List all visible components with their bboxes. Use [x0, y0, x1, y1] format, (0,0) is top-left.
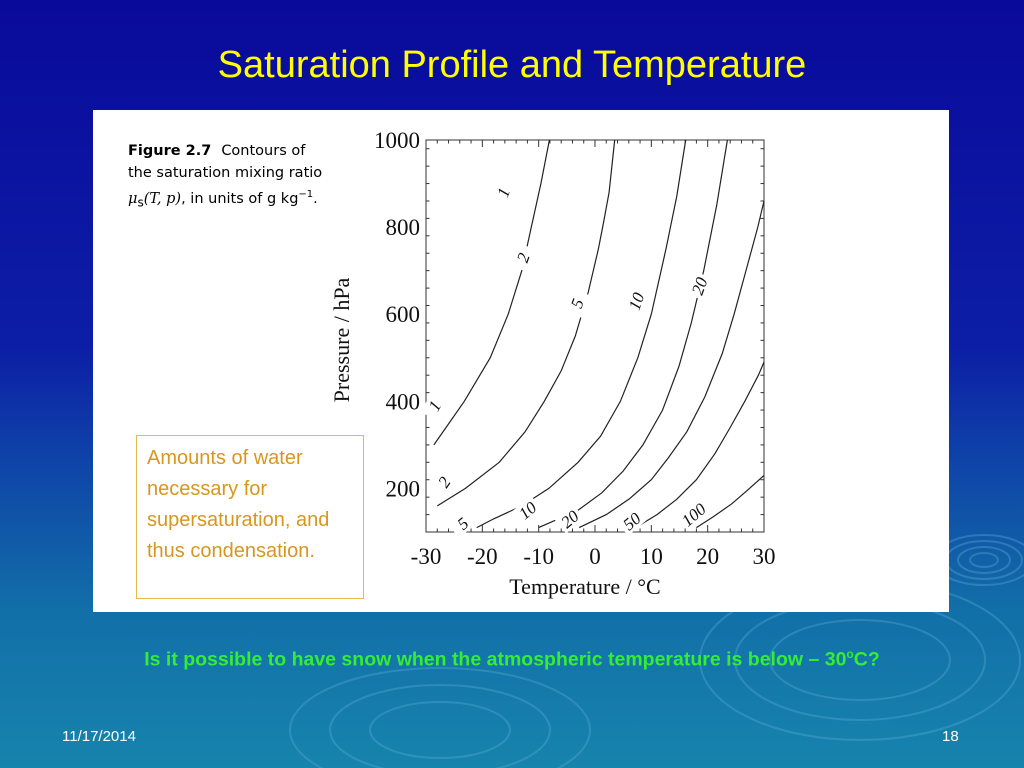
contour-label-bg — [678, 499, 709, 530]
caption-mu-symbol: μ — [128, 190, 138, 207]
contour-label-bg — [490, 177, 516, 207]
question-after: C? — [853, 648, 880, 671]
caption-line2: the saturation mixing ratio — [128, 165, 323, 181]
caption-units-exponent: −1 — [298, 189, 314, 200]
x-tick-label: -30 — [411, 544, 442, 569]
contour-label-bg — [623, 286, 649, 316]
contour-label-bg — [447, 508, 478, 538]
question-before: Is it possible to have snow when the atm… — [144, 648, 847, 671]
figure-number: Figure 2.7 — [128, 143, 212, 159]
contour-label-bg — [512, 495, 543, 525]
contour-label-bg — [510, 243, 536, 272]
contour-label: 50 — [619, 508, 645, 534]
contour-line-1 — [433, 139, 550, 446]
question-text: Is it possible to have snow when the atm… — [0, 640, 1024, 674]
contour-label-bg — [686, 271, 712, 301]
question-degree: o — [846, 647, 854, 661]
y-tick-label: 800 — [386, 215, 421, 240]
contour-label-bg — [554, 504, 585, 534]
contour-line-20 — [578, 200, 765, 529]
contour-label: 20 — [688, 274, 712, 297]
contour-label-bg — [429, 466, 459, 497]
caption-line1: Contours of — [221, 143, 306, 159]
contour-label: 10 — [625, 290, 649, 313]
contour-line-50 — [635, 361, 765, 529]
contour-line-10 — [538, 139, 728, 529]
contour-label-bg — [564, 288, 590, 318]
contour-label: 100 — [678, 499, 710, 530]
contour-line-100 — [696, 474, 765, 529]
x-tick-label: 20 — [696, 544, 719, 569]
page-number: 18 — [942, 728, 959, 745]
x-tick-label: -10 — [523, 544, 554, 569]
figure-caption: Figure 2.7 Contours of the saturation mix… — [128, 140, 338, 214]
slide-title: Saturation Profile and Temperature — [217, 44, 807, 86]
contour-label-bg — [420, 390, 449, 421]
y-tick-label: 400 — [386, 389, 421, 414]
plot-frame — [425, 139, 765, 533]
y-tick-label: 1000 — [374, 128, 420, 153]
x-axis-title: Temperature / °C — [509, 574, 660, 599]
footer-date: 11/17/2014 — [62, 728, 136, 745]
contour-line-2 — [436, 139, 616, 507]
y-axis-title: Pressure / hPa — [329, 277, 354, 402]
x-tick-label: 10 — [640, 544, 663, 569]
y-tick-label: 200 — [386, 476, 421, 501]
caption-period: . — [313, 190, 318, 207]
contour-label: 10 — [515, 498, 541, 524]
caption-units: , in units of g kg — [181, 190, 299, 207]
annotation-text: Amounts of water necessary for supersatu… — [147, 447, 330, 562]
y-tick-label: 600 — [386, 302, 421, 327]
x-tick-label: 0 — [589, 544, 601, 569]
annotation-box: Amounts of water necessary for supersatu… — [136, 435, 364, 599]
contour-label-bg — [616, 506, 647, 536]
caption-mu-subscript: s — [137, 195, 144, 210]
x-tick-label: -20 — [467, 544, 498, 569]
caption-args: (T, p) — [143, 190, 182, 207]
x-tick-label: 30 — [753, 544, 776, 569]
